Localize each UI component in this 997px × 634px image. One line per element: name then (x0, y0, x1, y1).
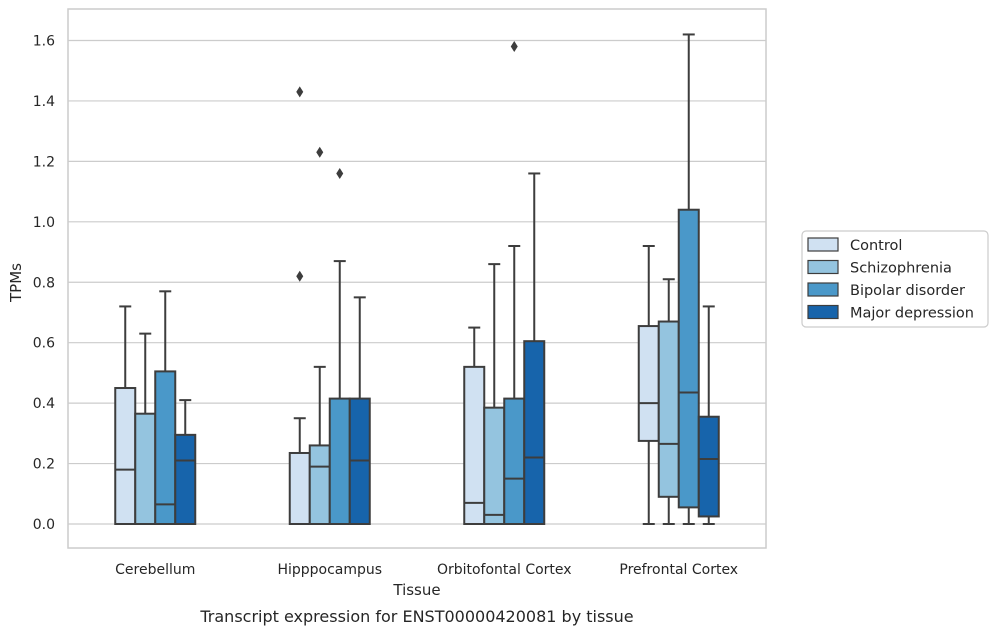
box-body (503, 397, 526, 526)
x-axis-label: Tissue (392, 581, 440, 599)
legend-swatch (807, 237, 839, 252)
x-axis-ticks: Cerebellum Hipppocampus Orbitofontal Corte… (115, 562, 738, 578)
legend-label: Control (850, 238, 902, 254)
box-control (288, 86, 311, 525)
box-groups (114, 33, 720, 526)
box-body (174, 433, 197, 525)
box-body (328, 397, 351, 526)
outlier-point (316, 146, 324, 158)
box-schizophrenia (308, 146, 331, 525)
plot-frame (67, 8, 767, 549)
box-bipolar-disorder (328, 167, 351, 526)
y-tick-label: 1.0 (33, 215, 55, 231)
box-body (483, 406, 506, 525)
outlier-point (336, 167, 344, 179)
y-axis-ticks: 0.0 0.2 0.4 0.6 0.8 1.0 1.2 1.4 1.6 (33, 34, 55, 534)
box-schizophrenia (657, 278, 680, 525)
x-tick-label: Cerebellum (115, 562, 195, 578)
box-major-depression (697, 305, 720, 525)
legend: Control Schizophrenia Bipolar disorder Majo… (801, 230, 989, 328)
y-tick-label: 0.0 (33, 517, 55, 533)
legend-label: Bipolar disorder (850, 283, 965, 299)
legend-swatch (807, 282, 839, 297)
legend-swatch (807, 259, 839, 275)
box-body (134, 412, 157, 526)
box-body (114, 387, 137, 525)
y-tick-label: 1.2 (33, 154, 55, 170)
box-major-depression (174, 399, 197, 525)
x-tick-label: Prefrontal Cortex (619, 562, 738, 578)
outlier-point (296, 270, 304, 282)
legend-label: Major depression (850, 306, 974, 322)
y-axis-label: TPMs (7, 263, 25, 303)
box-body (154, 370, 177, 526)
box-control (114, 305, 137, 525)
y-tick-label: 0.4 (33, 396, 55, 412)
box-body (657, 320, 680, 498)
legend-label: Schizophrenia (850, 261, 952, 277)
chart-caption: Transcript expression for ENST0000042008… (199, 607, 633, 626)
box-major-depression (348, 296, 371, 526)
box-body (677, 208, 700, 509)
x-tick-label: Orbitofontal Cortex (437, 562, 572, 578)
box-body (523, 340, 546, 526)
box-body (697, 415, 720, 518)
box-body (308, 444, 331, 525)
x-tick-label: Hipppocampus (277, 562, 382, 578)
legend-frame (801, 230, 989, 328)
box-bipolar-disorder (677, 33, 700, 525)
box-body (463, 365, 486, 525)
box-body (288, 451, 311, 525)
box-major-depression (523, 172, 546, 526)
y-tick-label: 1.6 (33, 34, 55, 50)
y-tick-label: 0.6 (33, 336, 55, 352)
outlier-point (510, 41, 518, 53)
y-tick-label: 1.4 (33, 94, 55, 110)
box-schizophrenia (134, 332, 157, 526)
legend-swatch (807, 304, 839, 320)
box-bipolar-disorder (154, 290, 177, 526)
box-control (463, 326, 486, 525)
outlier-point (296, 86, 304, 98)
box-control (637, 244, 660, 525)
y-tick-label: 0.2 (33, 457, 55, 473)
box-body (637, 325, 660, 442)
y-tick-label: 0.8 (33, 275, 55, 291)
box-schizophrenia (483, 263, 506, 525)
